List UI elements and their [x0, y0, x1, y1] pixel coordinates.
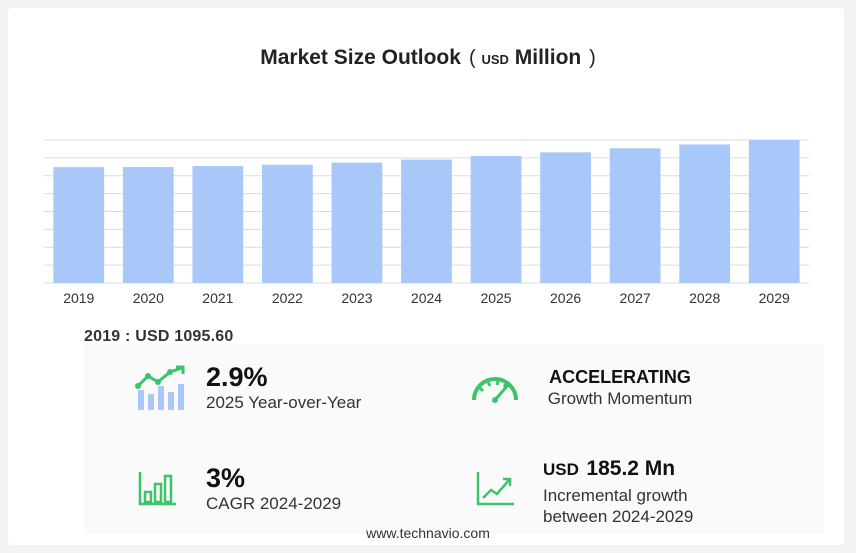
- title-paren-open: (: [468, 47, 476, 69]
- yoy-value: 2.9%: [206, 362, 268, 392]
- bar-2021: [192, 166, 244, 283]
- line-chart-icon: [476, 472, 514, 506]
- chart-bars: [53, 140, 800, 283]
- cagr-label: CAGR 2024-2029: [206, 494, 342, 513]
- x-tick-label: 2020: [133, 290, 164, 306]
- title-unit-small: USD: [481, 52, 509, 67]
- momentum-value: ACCELERATING: [549, 367, 691, 387]
- incremental-value: 185.2 Mn: [586, 457, 676, 480]
- incremental-stat: USD 185.2 Mn Incremental growth between …: [543, 451, 693, 527]
- title-unit: Million: [514, 46, 582, 69]
- bar-2024: [401, 159, 452, 283]
- bar-2026: [540, 152, 591, 283]
- incremental-label-line2: between 2024-2029: [543, 507, 694, 526]
- bar-2020: [122, 167, 174, 283]
- speedometer-icon: [472, 377, 518, 403]
- momentum-label: Growth Momentum: [547, 389, 693, 408]
- momentum-stat: ACCELERATING Growth Momentum: [530, 366, 710, 409]
- bar-2028: [679, 144, 731, 283]
- cagr-stat: 3% CAGR 2024-2029: [206, 463, 341, 514]
- cagr-value: 3%: [206, 463, 246, 493]
- title-paren-close: ): [589, 47, 596, 69]
- bar-2023: [331, 162, 383, 283]
- bar-2022: [262, 164, 313, 283]
- base-year-value: 2019 : USD 1095.60: [84, 328, 234, 345]
- x-tick-label: 2029: [759, 290, 790, 306]
- x-tick-label: 2025: [480, 290, 511, 306]
- bar-chart-icon: [138, 472, 176, 506]
- chart-title: Market Size Outlook ( USD Million ): [0, 46, 856, 70]
- x-tick-label: 2019: [63, 290, 94, 306]
- chart-x-tick-labels: 2019 2020 2021 2022 2023 2024 2025 2026 2027 2028…: [63, 290, 790, 306]
- stats-panel: [84, 344, 824, 534]
- yoy-stat: 2.9% 2025 Year-over-Year: [206, 362, 361, 413]
- bar-2029: [748, 140, 800, 283]
- chart-title-main: Market Size Outlook: [260, 46, 461, 69]
- yoy-label: 2025 Year-over-Year: [206, 393, 362, 412]
- x-tick-label: 2027: [620, 290, 651, 306]
- x-tick-label: 2023: [341, 290, 372, 306]
- bar-2025: [470, 155, 522, 283]
- x-tick-label: 2024: [411, 290, 442, 306]
- bar-2019: [53, 167, 105, 283]
- bar-2027: [609, 148, 661, 283]
- x-tick-label: 2026: [550, 290, 581, 306]
- bar-chart: 2019 2020 2021 2022 2023 2024 2025 2026 2027 2028…: [44, 139, 809, 306]
- footer-source: www.technavio.com: [366, 525, 490, 541]
- x-tick-label: 2028: [689, 290, 720, 306]
- incremental-label-line1: Incremental growth: [543, 486, 688, 505]
- incremental-currency: USD: [543, 460, 579, 479]
- growth-chart-icon: [135, 365, 185, 410]
- x-tick-label: 2021: [202, 290, 233, 306]
- x-tick-label: 2022: [272, 290, 303, 306]
